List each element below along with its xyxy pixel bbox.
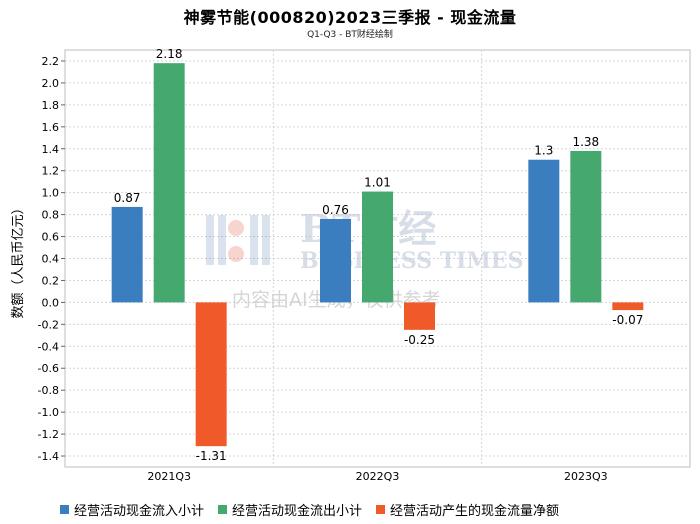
y-tick-label: 0.4	[42, 253, 60, 266]
bar	[320, 218, 351, 303]
legend-item: 经营活动产生的现金流量净额	[376, 500, 559, 519]
data-label: 1.38	[572, 135, 599, 149]
bar	[570, 150, 602, 303]
legend-item: 经营活动现金流入小计	[60, 500, 204, 519]
y-tick-label: 2.2	[42, 55, 60, 68]
y-tick-label: -1.2	[38, 428, 59, 441]
legend-swatch	[376, 505, 386, 514]
legend-label: 经营活动现金流入小计	[74, 504, 205, 519]
legend-swatch	[60, 505, 69, 514]
y-tick-label: -1.0	[38, 406, 59, 419]
x-tick-label: 2022Q3	[356, 470, 400, 483]
y-tick-label: 1.6	[42, 121, 60, 134]
y-tick-label: 1.0	[42, 187, 60, 200]
y-tick-label: -1.4	[38, 450, 59, 463]
y-tick-label: 2.0	[42, 77, 60, 90]
data-label: -0.25	[404, 333, 435, 347]
y-tick-label: 1.8	[42, 99, 60, 112]
y-tick-label: 0.0	[42, 296, 60, 309]
data-label: 0.87	[114, 191, 141, 205]
legend-label: 经营活动产生的现金流量净额	[390, 504, 560, 519]
data-label: -0.07	[612, 313, 643, 327]
y-tick-label: -0.8	[38, 384, 59, 397]
y-tick-label: 0.2	[42, 274, 60, 287]
legend-swatch	[218, 505, 228, 514]
x-tick-label: 2023Q3	[564, 470, 608, 483]
chart-title: 神雾节能(000820)2023三季报 - 现金流量	[183, 8, 517, 27]
data-label: 0.76	[322, 203, 349, 217]
bar	[528, 159, 560, 303]
legend-item: 经营活动现金流出小计	[218, 500, 362, 519]
y-tick-label: -0.4	[38, 340, 59, 353]
bars-layer: 0.87 2.18 -1.31 0.76 1.01 -0.25 1.3 1.38 -0.07	[111, 47, 644, 463]
y-tick-label: 0.8	[42, 209, 60, 222]
y-axis-label: 数额（人民币亿元）	[11, 201, 26, 318]
data-label: 1.01	[364, 176, 391, 190]
bar	[404, 302, 435, 330]
y-tick-label: 1.4	[42, 143, 60, 156]
bar	[612, 302, 644, 311]
data-label: 1.3	[534, 144, 553, 158]
data-label: -1.31	[196, 449, 227, 463]
chart-subtitle: Q1-Q3 - BT财经绘制	[307, 30, 393, 40]
y-tick-label: 1.2	[42, 165, 60, 178]
y-tick-label: -0.6	[38, 362, 59, 375]
y-tick-label: 0.6	[42, 231, 60, 244]
legend-label: 经营活动现金流出小计	[232, 504, 363, 519]
bar	[195, 302, 227, 447]
bar	[362, 191, 393, 303]
bar	[153, 63, 185, 303]
bar	[111, 206, 143, 303]
data-label: 2.18	[156, 47, 183, 61]
y-tick-label: -0.2	[38, 318, 59, 331]
x-tick-label: 2021Q3	[147, 470, 191, 483]
legend: 经营活动现金流入小计 经营活动现金流出小计 经营活动产生的现金流量净额	[60, 500, 700, 519]
watermark-logo-icon	[206, 215, 270, 265]
axis-layer: -1.4 -1.2 -1.0 -0.8 -0.6 -0.4 -0.2 0.0 0.2 0.4 0.6…	[38, 55, 608, 483]
